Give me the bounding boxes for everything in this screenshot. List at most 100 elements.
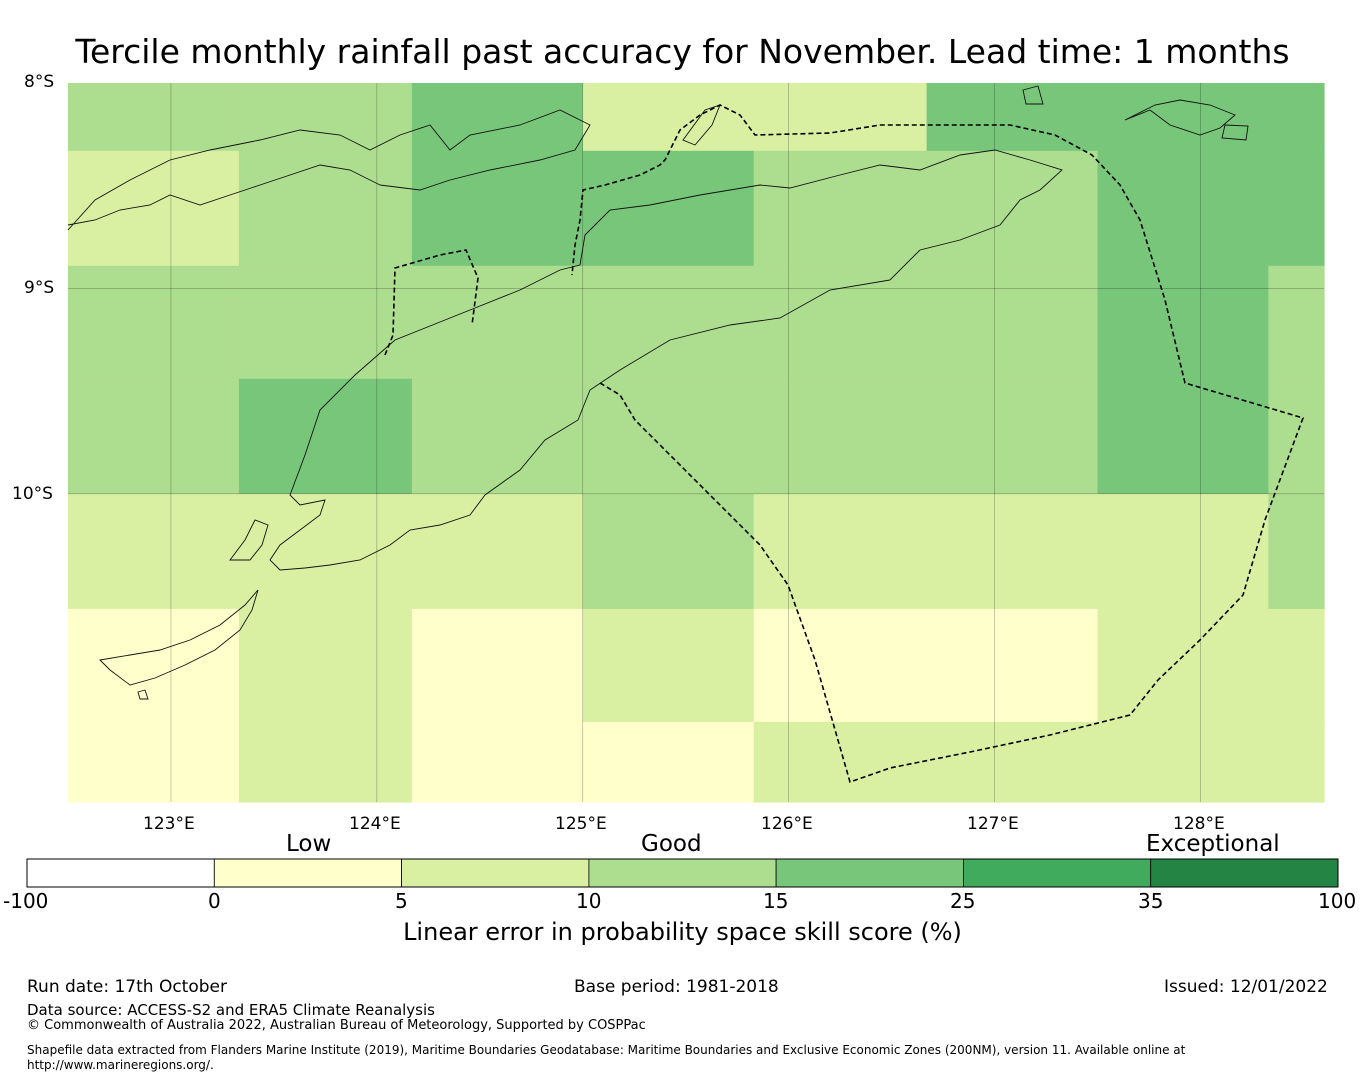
lon-tick-123e: 123°E xyxy=(143,814,195,834)
heatmap-cell xyxy=(582,493,755,610)
heatmap-cell xyxy=(753,493,928,610)
colorbar-bin xyxy=(963,858,1152,888)
heatmap-cell xyxy=(411,493,584,610)
shapefile-credit-line-1: Shapefile data extracted from Flanders M… xyxy=(27,1043,1186,1057)
heatmap-cell xyxy=(1097,608,1269,723)
chart-title: Tercile monthly rainfall past accuracy f… xyxy=(75,32,1290,71)
heatmap-cell xyxy=(238,493,413,610)
heatmap-cell xyxy=(238,83,413,152)
heatmap-cell xyxy=(1097,83,1269,152)
colorbar-bin xyxy=(588,858,777,888)
heatmap-cell xyxy=(926,721,1099,803)
colorbar-bin xyxy=(401,858,590,888)
heatmap-cell xyxy=(238,150,413,267)
heatmap-cell xyxy=(926,493,1099,610)
heatmap-cell xyxy=(411,150,584,267)
lon-tick-126e: 126°E xyxy=(761,814,813,834)
eez-boundary-timor-leste xyxy=(571,104,1305,784)
heatmap-cell xyxy=(582,150,755,267)
colorbar-bin xyxy=(213,858,403,888)
heatmap-cell xyxy=(1268,83,1325,152)
colorbar-tick-35: 35 xyxy=(1138,889,1164,913)
lon-tick-127e: 127°E xyxy=(967,814,1019,834)
heatmap-cell xyxy=(926,378,1099,495)
heatmap-cell xyxy=(1097,493,1269,610)
heatmap-cell xyxy=(926,83,1099,152)
heatmap-cell xyxy=(582,83,755,152)
heatmap-cell xyxy=(753,83,928,152)
heatmap-cell xyxy=(68,493,240,610)
heatmap-cell xyxy=(238,721,413,803)
colorbar-tick-100: 100 xyxy=(1318,889,1357,913)
heatmap-cell xyxy=(753,150,928,267)
category-low: Low xyxy=(286,831,332,857)
coastline-small-island xyxy=(1221,124,1249,141)
heatmap-cell xyxy=(238,265,413,380)
heatmap-cell xyxy=(1268,721,1325,803)
heatmap-cell xyxy=(582,608,755,723)
heatmap-cells xyxy=(68,83,1325,803)
heatmap-cell xyxy=(411,378,584,495)
eez-boundary-oecusse xyxy=(384,249,479,356)
heatmap-cell xyxy=(926,265,1099,380)
heatmap-cell xyxy=(238,378,413,495)
lat-tick-9s: 9°S xyxy=(24,278,55,298)
colorbar-frame xyxy=(26,858,1339,888)
lon-tick-124e: 124°E xyxy=(349,814,401,834)
gridlines xyxy=(68,83,1324,802)
coastlines xyxy=(67,85,1249,700)
heatmap-cell xyxy=(68,150,240,267)
base-period: Base period: 1981-2018 xyxy=(574,977,779,997)
heatmap-cell xyxy=(582,265,755,380)
heatmap-cell xyxy=(753,721,928,803)
colorbar-tick-0: 0 xyxy=(208,889,221,913)
copyright: © Commonwealth of Australia 2022, Austra… xyxy=(27,1018,646,1033)
coastline-islet-2 xyxy=(137,689,149,700)
colorbar-bin xyxy=(1150,858,1339,888)
colorbar-tick-25: 25 xyxy=(950,889,976,913)
coastline-timor xyxy=(269,149,1063,571)
heatmap-cell xyxy=(238,608,413,723)
heatmap-cell xyxy=(68,378,240,495)
colorbar-bin xyxy=(775,858,964,888)
shapefile-credit-line-2: http://www.marineregions.org/. xyxy=(27,1058,214,1072)
heatmap-cell xyxy=(1268,608,1325,723)
heatmap-cell xyxy=(1097,721,1269,803)
colorbar-tick-minus100: -100 xyxy=(3,889,49,913)
boundaries xyxy=(384,104,1305,784)
heatmap-cell xyxy=(68,608,240,723)
heatmap-cell xyxy=(411,83,584,152)
heatmap-cell xyxy=(1268,150,1325,267)
lat-tick-10s: 10°S xyxy=(12,484,53,504)
map-plot xyxy=(67,83,1325,803)
heatmap-cell xyxy=(753,265,928,380)
category-good: Good xyxy=(641,831,702,857)
run-date: Run date: 17th October xyxy=(27,977,227,997)
colorbar-tick-5: 5 xyxy=(395,889,408,913)
heatmap-cell xyxy=(1097,378,1269,495)
colorbar-tick-10: 10 xyxy=(576,889,602,913)
issued-date: Issued: 12/01/2022 xyxy=(1164,977,1328,997)
heatmap-cell xyxy=(1268,265,1325,380)
coastline-alor xyxy=(682,104,721,146)
heatmap-cell xyxy=(1097,150,1269,267)
heatmap-cell xyxy=(68,721,240,803)
heatmap-cell xyxy=(411,608,584,723)
heatmap-cell xyxy=(1268,493,1325,610)
lon-tick-125e: 125°E xyxy=(555,814,607,834)
heatmap-cell xyxy=(753,608,928,723)
coastline-wetar xyxy=(1124,99,1236,136)
heatmap-cell xyxy=(411,265,584,380)
heatmap-cell xyxy=(753,378,928,495)
heatmap-cell xyxy=(582,721,755,803)
heatmap-cell xyxy=(926,608,1099,723)
data-source: Data source: ACCESS-S2 and ERA5 Climate … xyxy=(27,1001,435,1019)
heatmap-cell xyxy=(1097,265,1269,380)
coastline-rote xyxy=(99,589,259,686)
lon-tick-128e: 128°E xyxy=(1173,814,1225,834)
heatmap-cell xyxy=(582,378,755,495)
coastline-sumba xyxy=(229,519,269,561)
heatmap-cell xyxy=(68,83,240,152)
lat-tick-8s: 8°S xyxy=(24,72,55,92)
coastline-islet xyxy=(1022,85,1044,105)
